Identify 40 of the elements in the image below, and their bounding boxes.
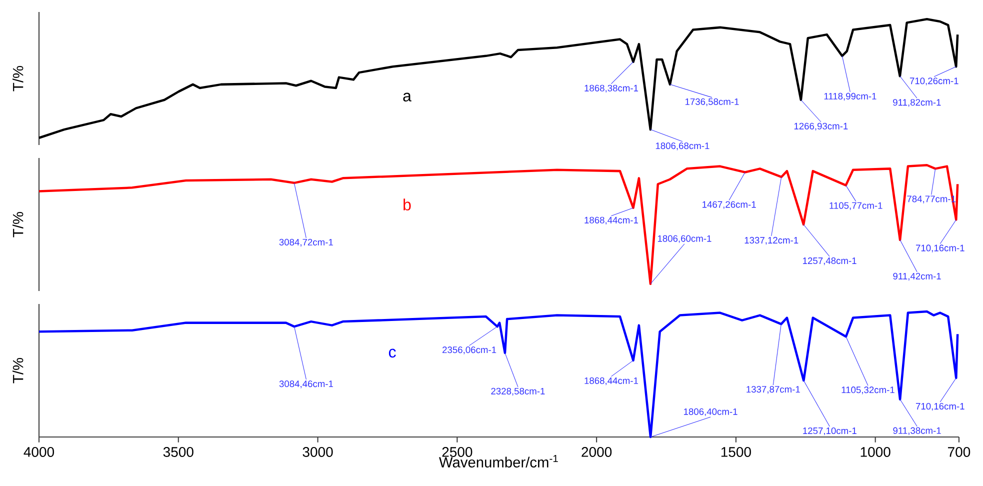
annotation: 1105,32cm-1 (842, 386, 894, 394)
annotation: 1868,44cm-1 (584, 377, 638, 386)
annotation: 911,42cm-1 (893, 272, 941, 281)
x-tick-label: 700 (948, 447, 970, 457)
annotation: 1257,10cm-1 (803, 427, 856, 436)
annotation: 3084,46cm-1 (279, 380, 333, 388)
series-label: b (404, 198, 411, 210)
annotation: 911,82cm-1 (893, 99, 941, 107)
series-label: c (388, 348, 396, 358)
annotation: 1806,60cm-1 (658, 235, 712, 243)
x-tick-label: 1500 (721, 447, 751, 457)
annotation: 710,16cm-1 (916, 244, 964, 252)
annotation: 710,16cm-1 (916, 402, 964, 411)
annotation: 1868,38cm-1 (584, 84, 638, 93)
x-tick-label: 3500 (163, 447, 194, 457)
x-tick-label: 3000 (302, 447, 333, 457)
annotation: 1868,44cm-1 (584, 216, 638, 225)
annotation: 2356,06cm-1 (442, 346, 496, 354)
annotation: 1105,77cm-1 (830, 202, 882, 210)
annotation: 1337,12cm-1 (744, 236, 798, 245)
y-axis-title: T/% (12, 66, 24, 92)
x-tick-label: 1000 (860, 447, 890, 457)
annotation: 2328,58cm-1 (491, 388, 545, 396)
annotation: 1337,87cm-1 (746, 386, 800, 394)
annotation: 710,26cm-1 (910, 78, 958, 86)
x-tick-label: 2000 (582, 447, 612, 457)
annotation: 1266,93cm-1 (794, 122, 848, 131)
x-tick-label: 4000 (24, 447, 54, 457)
annotation: 1467,26cm-1 (702, 201, 756, 209)
annotation: 1736,58cm-1 (685, 98, 739, 106)
y-axis-title: T/% (12, 212, 24, 238)
annotation: 1257,48cm-1 (803, 257, 856, 266)
series-label: a (403, 92, 412, 102)
annotation: 911,38cm-1 (893, 427, 941, 435)
x-tick-label: 2500 (442, 447, 472, 457)
annotation: 1118,99cm-1 (824, 92, 876, 101)
annotation: 1806,68cm-1 (656, 142, 710, 150)
y-axis-title: T/% (12, 358, 24, 384)
annotation: 3084,72cm-1 (279, 238, 333, 247)
annotation: 1806,40cm-1 (684, 408, 738, 416)
